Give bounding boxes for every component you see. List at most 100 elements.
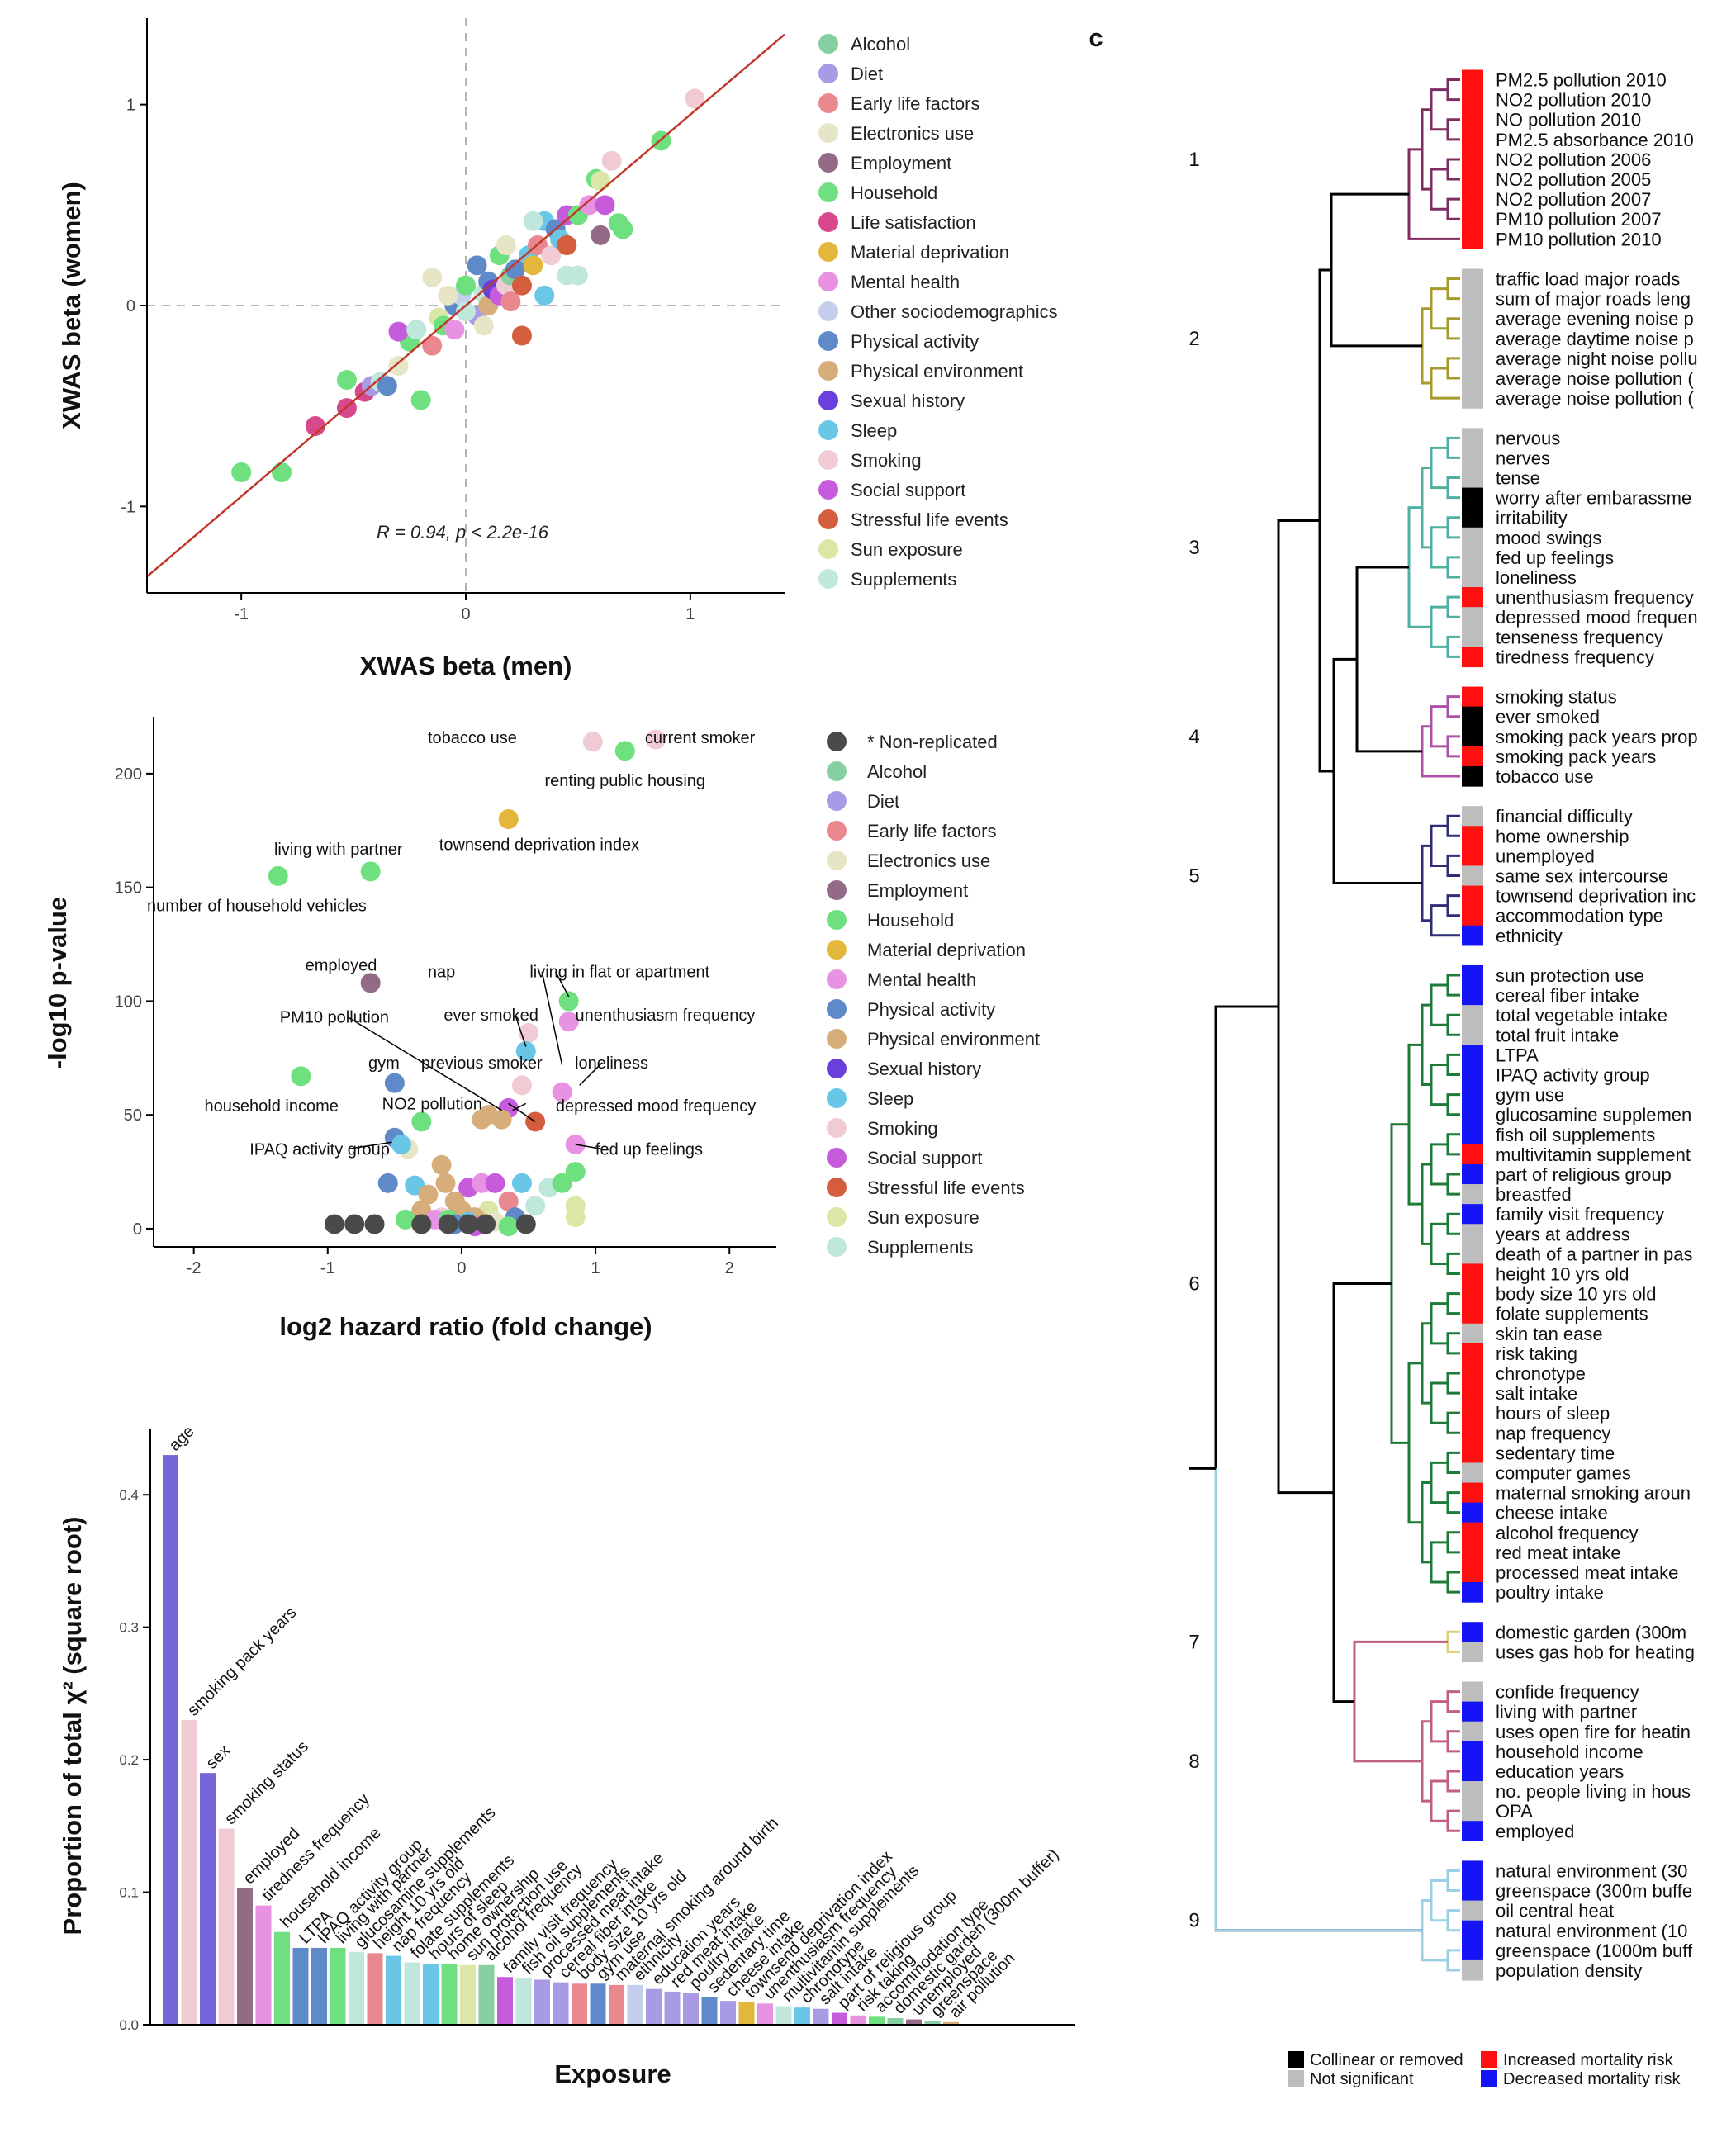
leaf-status-cell: [1462, 726, 1483, 747]
leaf-status-cell: [1462, 885, 1483, 907]
dendrogram-branch: [1446, 814, 1460, 837]
legend-swatch: [827, 732, 847, 751]
dendrogram-branch: [1446, 1730, 1460, 1753]
bar-label: age: [165, 1422, 197, 1454]
legend-swatch: [818, 331, 838, 351]
data-point: [491, 1109, 512, 1130]
data-point: [364, 1214, 385, 1234]
legend-swatch: [818, 272, 838, 291]
leaf-label: red meat intake: [1496, 1542, 1621, 1563]
legend-swatch: [1288, 2070, 1304, 2087]
dendrogram-branch: [1390, 1123, 1409, 1444]
leaf-status-cell: [1462, 826, 1483, 846]
data-point: [411, 1214, 432, 1234]
dendrogram-branch: [1446, 735, 1460, 758]
bar-label: sex: [202, 1741, 234, 1773]
y-tick-label: 0: [126, 297, 135, 315]
dendrogram-branch: [1446, 556, 1460, 579]
leaf-label: worry after embarassme: [1495, 488, 1691, 509]
data-point: [557, 235, 577, 255]
leaf-label: NO2 pollution 2010: [1496, 90, 1651, 111]
dendrogram-branch: [1332, 1282, 1392, 1703]
data-point: [458, 1214, 479, 1234]
leaf-status-cell: [1462, 985, 1483, 1006]
x-axis-title: log2 hazard ratio (fold change): [279, 1312, 652, 1341]
legend-label: Household: [867, 910, 954, 931]
data-point: [591, 171, 611, 192]
dendrogram-branch: [1446, 1531, 1460, 1554]
data-point: [384, 1073, 405, 1093]
data-point: [336, 370, 357, 391]
leaf-label: family visit frequency: [1496, 1204, 1664, 1225]
dendrogram-branch: [1430, 446, 1448, 490]
legend-label: Physical environment: [851, 361, 1023, 381]
leaf-status-cell: [1462, 268, 1483, 290]
legend-label: Sleep: [867, 1088, 913, 1109]
bar: [200, 1773, 216, 2025]
point-label: NO2 pollution: [382, 1095, 482, 1113]
y-tick-label: 200: [115, 765, 142, 784]
legend-swatch: [827, 1178, 847, 1197]
data-point: [525, 1196, 546, 1216]
leaf-label: average daytime noise p: [1496, 329, 1694, 349]
leaf-label: sedentary time: [1496, 1443, 1615, 1463]
point-label: loneliness: [575, 1054, 648, 1073]
dendrogram-branch: [1446, 158, 1460, 181]
leaf-label: fish oil supplements: [1496, 1125, 1655, 1145]
leaf-status-cell: [1462, 925, 1483, 946]
dendrogram-branch: [1446, 974, 1460, 997]
data-point: [565, 1207, 586, 1228]
bar: [794, 2007, 810, 2025]
dendrogram-branch: [1421, 1163, 1431, 1245]
bar: [311, 1947, 327, 2025]
leaf-status-cell: [1462, 507, 1483, 528]
legend-swatch: [818, 361, 838, 381]
dendrogram-branch: [1446, 894, 1460, 917]
data-point: [500, 291, 521, 312]
leaf-status-cell: [1462, 448, 1483, 469]
leaf-status-cell: [1462, 308, 1483, 329]
data-point: [515, 1214, 536, 1234]
data-point: [591, 225, 611, 245]
bar: [386, 1955, 401, 2025]
bar: [330, 1947, 346, 2025]
dendrogram-branch: [1446, 854, 1460, 878]
leaf-status-cell: [1462, 706, 1483, 727]
regression-line: [146, 33, 785, 578]
bar: [757, 2003, 773, 2025]
leaf-label: nerves: [1496, 448, 1550, 468]
dendrogram-branch: [1430, 367, 1460, 400]
x-tick-label: 1: [591, 1259, 600, 1277]
legend-label: Collinear or removed: [1310, 2051, 1463, 2069]
leaf-label: part of religious group: [1496, 1164, 1672, 1185]
leaf-label: ethnicity: [1496, 926, 1563, 946]
legend-label: Physical activity: [851, 331, 979, 352]
cluster-number: 3: [1188, 537, 1199, 559]
bar-label: smoking pack years: [184, 1604, 301, 1720]
dendrogram-branch: [1446, 1770, 1460, 1793]
legend-swatch: [818, 93, 838, 113]
leaf-status-cell: [1462, 1462, 1483, 1484]
leaf-label: home ownership: [1496, 826, 1629, 846]
dendrogram-branch: [1446, 1451, 1460, 1474]
bar: [367, 1953, 383, 2025]
data-point: [595, 195, 615, 216]
point-label: unenthusiasm frequency: [575, 1007, 755, 1025]
point-label: household income: [205, 1097, 339, 1116]
legend-label: Physical activity: [867, 999, 995, 1020]
bar: [609, 1984, 624, 2025]
dendrogram-branch: [1446, 1372, 1460, 1395]
dendrogram-branch: [1446, 317, 1460, 340]
data-point: [231, 462, 252, 482]
legend-swatch: [818, 153, 838, 173]
legend-label: Decreased mortality risk: [1503, 2070, 1681, 2088]
leaf-label: NO pollution 2010: [1496, 110, 1641, 130]
leaf-label: breastfed: [1496, 1184, 1572, 1205]
leaf-label: natural environment (10: [1496, 1921, 1687, 1941]
leaf-label: OPA: [1496, 1801, 1533, 1822]
leaf-status-cell: [1462, 1721, 1483, 1742]
leaf-status-cell: [1462, 348, 1483, 369]
leaf-status-cell: [1462, 746, 1483, 767]
